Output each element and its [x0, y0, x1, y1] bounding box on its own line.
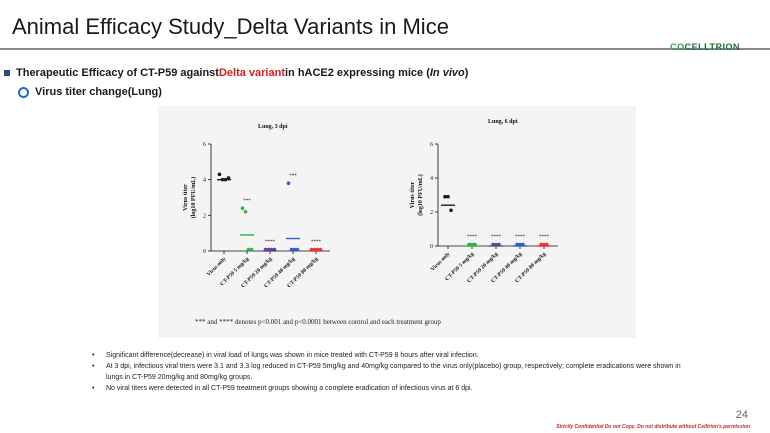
data-point — [309, 247, 314, 252]
data-point — [542, 242, 546, 247]
data-point — [315, 247, 320, 252]
data-point — [518, 242, 522, 247]
bullet-item: No viral titers were detected in all CT-… — [92, 383, 692, 394]
x-tick-label: Virus only — [430, 251, 452, 273]
heading-prefix: Therapeutic Efficacy of CT-P59 against — [16, 67, 219, 79]
data-point — [217, 172, 222, 177]
y-tick-label: 4 — [430, 176, 433, 182]
data-point — [246, 247, 251, 252]
data-point — [521, 242, 525, 247]
ring-bullet-icon — [18, 86, 29, 98]
data-point — [249, 247, 254, 252]
data-point — [220, 177, 225, 182]
title-divider — [0, 48, 770, 50]
data-point — [266, 247, 271, 252]
significance-label: *** — [243, 199, 251, 204]
y-axis-label: Virus titer — [410, 181, 416, 208]
data-point — [226, 176, 231, 180]
data-point — [286, 181, 291, 186]
y-tick-label: 6 — [203, 142, 206, 148]
data-point — [545, 242, 549, 247]
y-axis-label: (log10 PFU/mL) — [190, 177, 197, 219]
data-point — [289, 247, 294, 252]
y-tick-label: 6 — [430, 142, 433, 148]
data-point — [470, 242, 474, 247]
data-point — [243, 209, 248, 214]
company-logo: COCELLTRION — [670, 42, 740, 52]
figure-panel — [158, 106, 636, 338]
data-point — [539, 242, 543, 247]
page-number: 24 — [735, 409, 748, 421]
data-point — [443, 194, 447, 199]
x-tick-label: Virus only — [206, 256, 228, 278]
data-point — [494, 242, 498, 247]
significance-label: **** — [311, 240, 322, 245]
data-point — [473, 242, 477, 247]
data-point — [497, 242, 501, 247]
data-point — [318, 247, 323, 252]
data-point — [292, 247, 297, 252]
data-point — [446, 194, 450, 199]
significance-label: **** — [491, 235, 502, 240]
chart-title: Lung, 6 dpi — [488, 119, 518, 125]
chart-title: Lung, 3 dpi — [258, 124, 288, 130]
data-point — [295, 247, 300, 252]
data-point — [272, 247, 277, 252]
heading-mid: in hACE2 expressing mice ( — [284, 67, 430, 79]
slide-heading: Therapeutic Efficacy of CT-P59 against D… — [4, 67, 468, 79]
heading-end: ) — [464, 67, 469, 79]
footnote: *** and **** denotes p<0.001 and p<0.000… — [195, 318, 441, 326]
heading-highlight: Delta variant — [218, 67, 285, 79]
logo-text: CELLTRION — [684, 42, 740, 52]
y-tick-label: 0 — [203, 249, 206, 255]
data-point — [269, 247, 274, 252]
data-point — [467, 242, 471, 247]
bullet-list: Significant difference(decrease) in vira… — [92, 350, 692, 394]
bullet-item: At 3 dpi, infectious viral titers were 3… — [92, 361, 692, 383]
confidential-notice: Strictly Confidential Do not Copy. Do no… — [556, 424, 750, 430]
bullet-item: Significant difference(decrease) in vira… — [92, 350, 692, 361]
y-axis-label: Virus titer — [183, 184, 189, 211]
slide-title: Animal Efficacy Study_Delta Variants in … — [12, 14, 449, 39]
significance-label: **** — [539, 235, 550, 240]
logo-prefix: CO — [670, 42, 685, 52]
y-tick-label: 4 — [203, 178, 206, 184]
significance-label: **** — [515, 235, 526, 240]
significance-label: **** — [265, 240, 276, 245]
significance-label: **** — [467, 235, 478, 240]
data-point — [312, 247, 317, 252]
data-point — [515, 242, 519, 247]
y-tick-label: 2 — [203, 213, 206, 219]
subheading: Virus titer change(Lung) — [18, 86, 162, 98]
heading-italic: In vivo — [429, 67, 465, 79]
data-point — [449, 208, 453, 213]
y-axis-label: (log10 PFU/mL) — [417, 174, 424, 216]
significance-label: *** — [289, 174, 297, 179]
data-point — [491, 242, 495, 247]
data-point — [240, 206, 245, 210]
data-point — [263, 247, 268, 252]
data-point — [223, 177, 228, 182]
y-tick-label: 0 — [430, 244, 433, 250]
subheading-text: Virus titer change(Lung) — [35, 86, 162, 98]
square-bullet-icon — [4, 70, 10, 76]
y-tick-label: 2 — [430, 210, 433, 216]
